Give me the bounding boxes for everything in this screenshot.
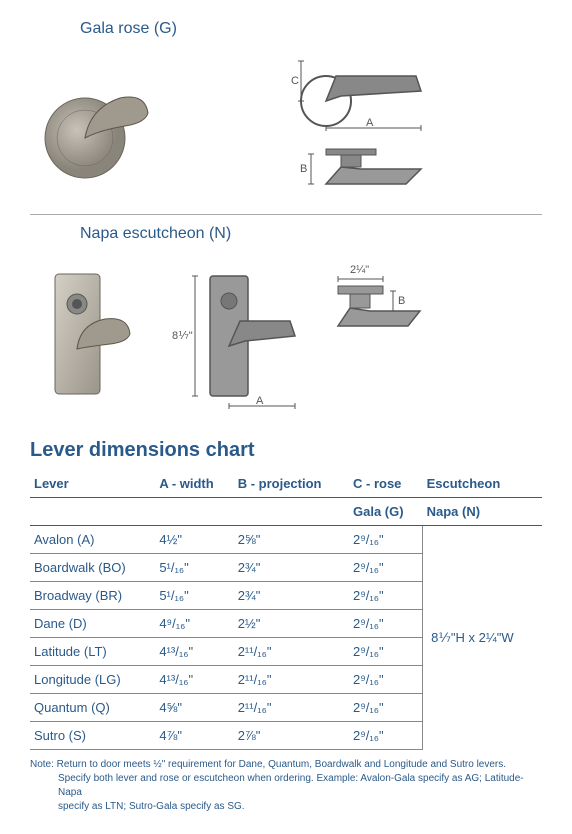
cell-lever: Dane (D) [30,610,155,638]
napa-photo [30,264,140,409]
th-c: C - rose [349,470,423,498]
cell-b: 2¾" [234,554,349,582]
cell-c: 2⁹/₁₆" [349,666,423,694]
cell-a: 5¹/₁₆" [155,582,233,610]
svg-text:C: C [291,75,299,87]
cell-b: 2¹¹/₁₆" [234,694,349,722]
note-block: Note: Return to door meets ½" requiremen… [30,758,542,814]
cell-c: 2⁹/₁₆" [349,722,423,750]
cell-lever: Longitude (LG) [30,666,155,694]
cell-a: 4⅝" [155,694,233,722]
cell-a: 4¹³/₁₆" [155,666,233,694]
table-row: Avalon (A)4½"2⅝"2⁹/₁₆"8⅐"H x 2¼"W [30,526,542,554]
cell-lever: Boardwalk (BO) [30,554,155,582]
th-esc: Escutcheon [423,470,542,498]
cell-c: 2⁹/₁₆" [349,526,423,554]
cell-a: 4⁹/₁₆" [155,610,233,638]
note-line2: Specify both lever and rose or escutcheo… [30,772,542,800]
napa-row: 8⅐" A 2¼" B [30,251,542,421]
gala-row: C A B [30,46,542,215]
cell-a: 4¹³/₁₆" [155,638,233,666]
subhead-napa: Napa (N) [423,498,542,526]
product-title-gala: Gala rose (G) [80,20,542,38]
cell-lever: Latitude (LT) [30,638,155,666]
napa-width-label: 2¼" [350,264,369,276]
cell-c: 2⁹/₁₆" [349,582,423,610]
svg-text:A: A [256,395,264,407]
cell-b: 2¾" [234,582,349,610]
cell-b: 2⅝" [234,526,349,554]
cell-b: 2½" [234,610,349,638]
dimensions-table: Lever A - width B - projection C - rose … [30,470,542,750]
napa-height-label: 8⅐" [172,330,193,342]
subhead-gala: Gala (G) [349,498,423,526]
cell-lever: Avalon (A) [30,526,155,554]
th-a: A - width [155,470,233,498]
cell-a: 4½" [155,526,233,554]
escutcheon-value: 8⅐"H x 2¼"W [423,526,542,750]
note-line1: Note: Return to door meets ½" requiremen… [30,758,542,772]
cell-b: 2⅞" [234,722,349,750]
cell-b: 2¹¹/₁₆" [234,638,349,666]
cell-c: 2⁹/₁₆" [349,554,423,582]
cell-c: 2⁹/₁₆" [349,694,423,722]
svg-text:B: B [300,163,307,175]
note-line3: specify as LTN; Sutro-Gala specify as SG… [30,800,542,814]
svg-text:A: A [366,117,374,129]
th-lever: Lever [30,470,155,498]
chart-title: Lever dimensions chart [30,439,542,462]
cell-a: 4⅞" [155,722,233,750]
cell-lever: Quantum (Q) [30,694,155,722]
product-title-napa: Napa escutcheon (N) [80,225,542,243]
napa-diagrams: 8⅐" A 2¼" B [170,261,542,411]
th-b: B - projection [234,470,349,498]
svg-text:B: B [398,295,405,307]
gala-photo [30,68,160,193]
gala-diagrams: C A B [190,56,542,204]
cell-lever: Broadway (BR) [30,582,155,610]
cell-b: 2¹¹/₁₆" [234,666,349,694]
cell-lever: Sutro (S) [30,722,155,750]
cell-c: 2⁹/₁₆" [349,638,423,666]
cell-a: 5¹/₁₆" [155,554,233,582]
cell-c: 2⁹/₁₆" [349,610,423,638]
